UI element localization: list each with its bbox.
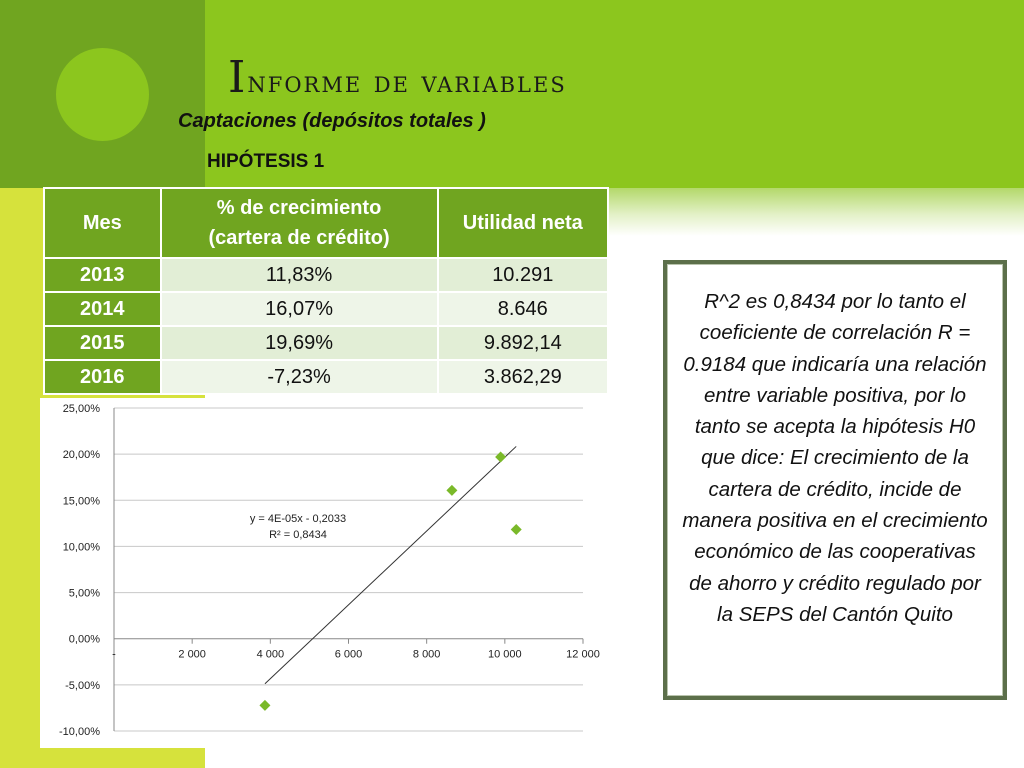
- y-tick-labels: 25,00% 20,00% 15,00% 10,00% 5,00% 0,00% -5,00%…: [59, 403, 100, 738]
- cell-crecimiento: 16,07%: [159, 291, 439, 327]
- table-row: 2013 11,83% 10.291: [43, 257, 610, 293]
- note-text: R^2 es 0,8434 por lo tanto el coeficient…: [682, 290, 988, 626]
- header-mes: Mes: [43, 187, 162, 259]
- data-table: Mes % de crecimiento (cartera de crédito…: [43, 187, 610, 395]
- y-tick-label: -10,00%: [59, 726, 100, 738]
- table-row: 2016 -7,23% 3.862,29: [43, 359, 610, 395]
- slide-subtitle: Captaciones (depósitos totales ): [178, 110, 486, 132]
- header-crecimiento-line2: (cartera de crédito): [208, 227, 390, 249]
- data-point: [259, 699, 271, 711]
- cell-utilidad: 8.646: [436, 291, 610, 327]
- table-row: 2014 16,07% 8.646: [43, 291, 610, 327]
- trendline-equation: y = 4E-05x - 0,2033: [250, 513, 346, 525]
- cell-mes: 2014: [43, 291, 162, 327]
- x-tick-label: 2 000: [178, 649, 206, 661]
- y-tick-label: 5,00%: [69, 588, 100, 600]
- hypothesis-label: HIPÓTESIS 1: [207, 151, 325, 172]
- cell-mes: 2013: [43, 257, 162, 293]
- note-box: R^2 es 0,8434 por lo tanto el coeficient…: [663, 260, 1007, 700]
- table-header-row: Mes % de crecimiento (cartera de crédito…: [43, 187, 610, 259]
- x-tick-label: 8 000: [413, 649, 441, 661]
- header-utilidad: Utilidad neta: [436, 187, 610, 259]
- y-tick-label: 15,00%: [63, 495, 101, 507]
- header-crecimiento-line1: % de crecimiento: [216, 197, 382, 219]
- x-tick-label: 6 000: [335, 649, 363, 661]
- y-tick-label: 25,00%: [63, 403, 101, 415]
- table-row: 2015 19,69% 9.892,14: [43, 325, 610, 361]
- cell-crecimiento: -7,23%: [159, 359, 439, 395]
- chart-gridlines: [114, 407, 583, 732]
- x-tick-label: 10 000: [488, 649, 522, 661]
- y-tick-label: -5,00%: [65, 680, 100, 692]
- cell-utilidad: 10.291: [436, 257, 610, 293]
- data-point: [495, 451, 507, 463]
- cell-crecimiento: 11,83%: [159, 257, 439, 293]
- trendline: [264, 446, 517, 685]
- cell-crecimiento: 19,69%: [159, 325, 439, 361]
- x-tick-labels: - 2 000 4 000 6 000 8 000 10 000 12 000: [112, 649, 600, 661]
- header-crecimiento: % de crecimiento (cartera de crédito): [159, 187, 439, 259]
- x-tick-label: -: [112, 649, 116, 661]
- x-tick-label: 4 000: [257, 649, 285, 661]
- cell-mes: 2016: [43, 359, 162, 395]
- chart-background: [40, 398, 600, 748]
- trendline-r-squared: R² = 0,8434: [269, 529, 327, 541]
- scatter-chart: 25,00% 20,00% 15,00% 10,00% 5,00% 0,00% -5,00%…: [40, 398, 600, 748]
- cell-mes: 2015: [43, 325, 162, 361]
- y-tick-label: 0,00%: [69, 634, 100, 646]
- cell-utilidad: 3.862,29: [436, 359, 610, 395]
- background-header: [205, 0, 1024, 188]
- slide-title: Informe de variables: [228, 52, 567, 103]
- cell-utilidad: 9.892,14: [436, 325, 610, 361]
- chart-trendline-group: [264, 446, 517, 685]
- chart-axes: [113, 408, 584, 731]
- decorative-circle: [56, 48, 149, 141]
- y-tick-label: 20,00%: [63, 449, 101, 461]
- y-tick-label: 10,00%: [63, 541, 101, 553]
- x-tick-label: 12 000: [566, 649, 600, 661]
- data-point: [446, 484, 458, 496]
